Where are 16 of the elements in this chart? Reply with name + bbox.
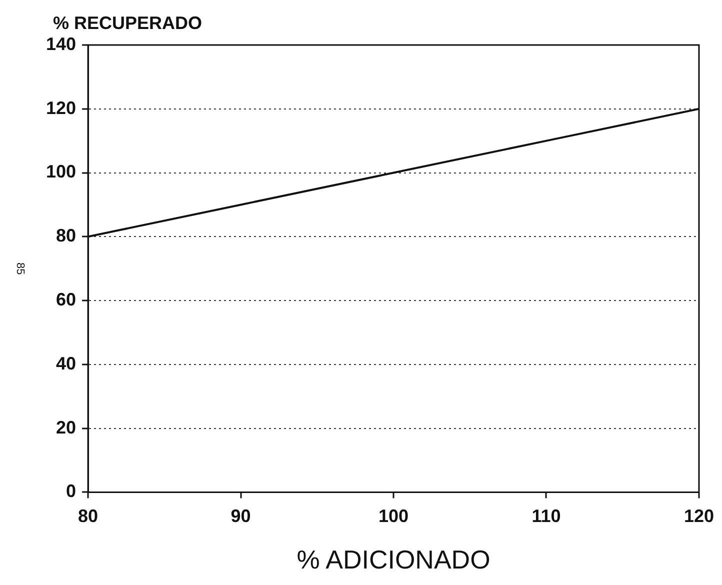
y-tick-label: 140 (46, 34, 76, 54)
x-tick-label: 120 (684, 506, 714, 526)
y-axis-title: % RECUPERADO (53, 12, 202, 33)
y-tick-label: 0 (66, 481, 76, 502)
y-tick-label: 20 (56, 417, 76, 438)
y-tick-label: 100 (46, 162, 76, 182)
y-tick-label: 80 (56, 226, 76, 246)
y-tick-label: 60 (56, 290, 76, 310)
x-tick-label: 80 (78, 506, 98, 526)
y-tick-label: 120 (46, 98, 76, 118)
x-tick-label: 90 (230, 506, 251, 526)
text: 85 (14, 262, 26, 275)
x-tick-label: 100 (378, 506, 409, 526)
y-tick-label: 40 (56, 353, 76, 374)
x-tick-label: 110 (532, 506, 561, 526)
x-axis-title: % ADICIONADO (296, 544, 490, 575)
